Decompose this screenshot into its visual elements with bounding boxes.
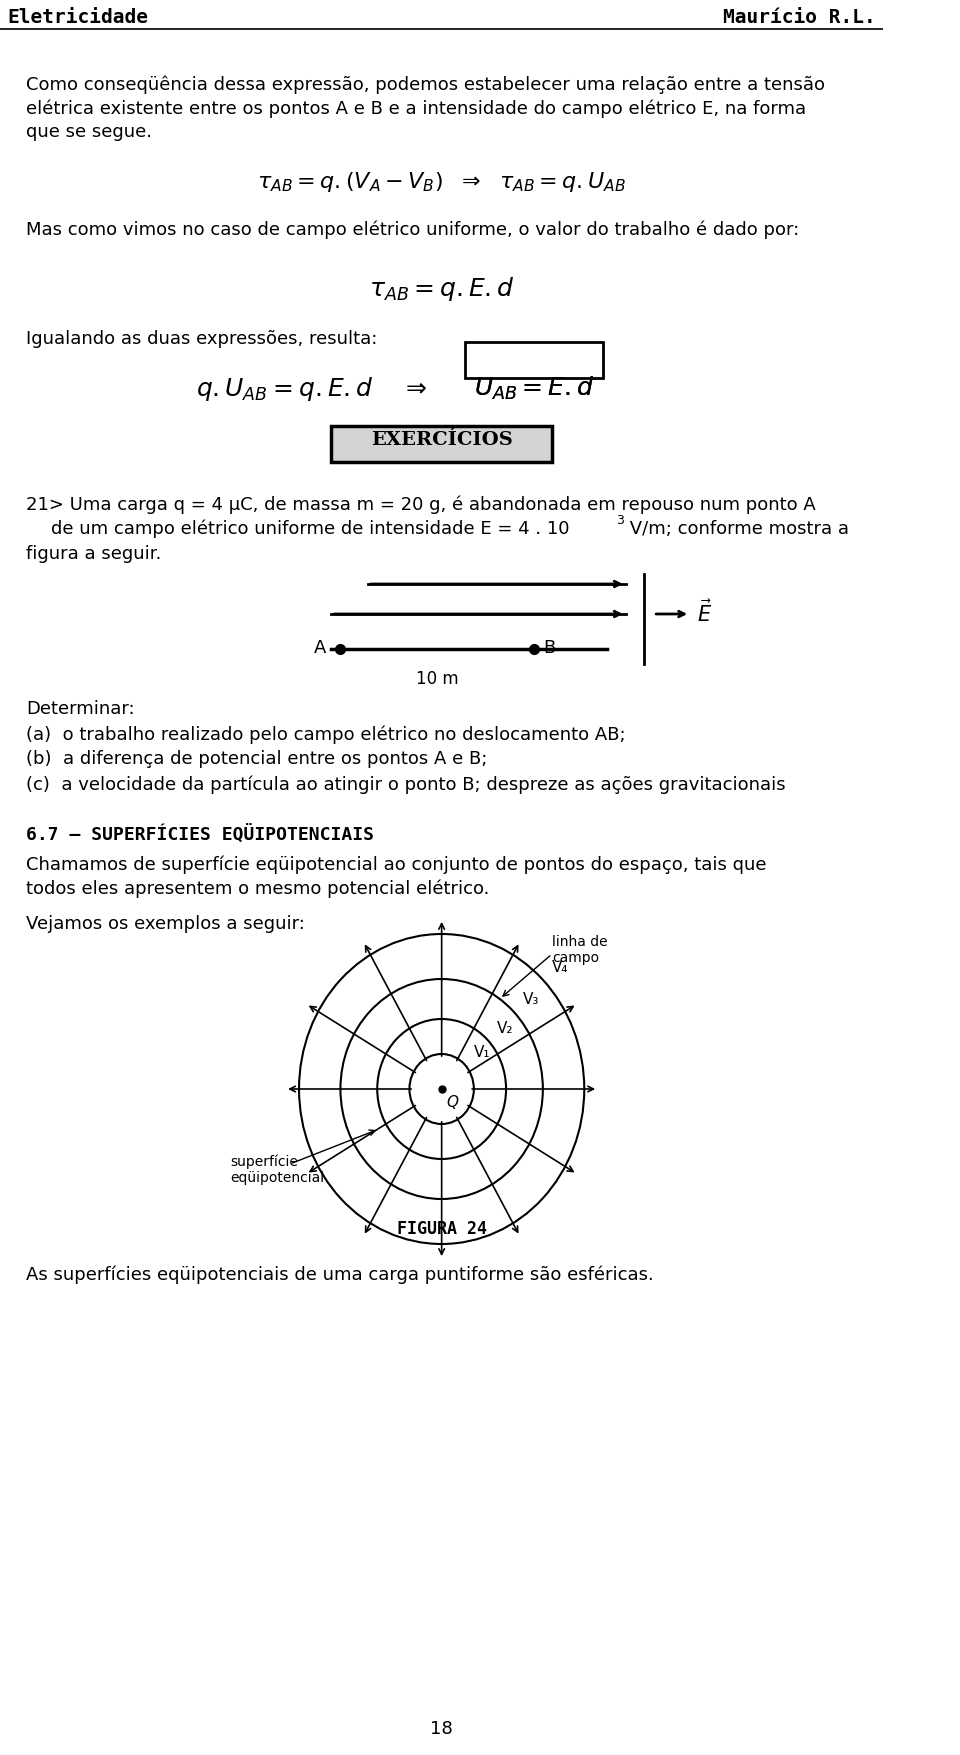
Text: Q: Q [446, 1095, 458, 1109]
Text: 18: 18 [430, 1718, 453, 1737]
Text: Como conseqüência dessa expressão, podemos estabelecer uma relação entre a tensã: Como conseqüência dessa expressão, podem… [26, 75, 825, 93]
Text: Chamamos de superfície eqüipotencial ao conjunto de pontos do espaço, tais que: Chamamos de superfície eqüipotencial ao … [26, 855, 766, 872]
Text: elétrica existente entre os pontos A e B e a intensidade do campo elétrico E, na: elétrica existente entre os pontos A e B… [26, 98, 805, 118]
Text: (b)  a diferença de potencial entre os pontos A e B;: (b) a diferença de potencial entre os po… [26, 749, 487, 767]
Text: de um campo elétrico uniforme de intensidade E = 4 . 10: de um campo elétrico uniforme de intensi… [51, 519, 569, 539]
Text: (a)  o trabalho realizado pelo campo elétrico no deslocamento AB;: (a) o trabalho realizado pelo campo elét… [26, 725, 625, 742]
Text: 6.7 – SUPERFÍCIES EQÜIPOTENCIAIS: 6.7 – SUPERFÍCIES EQÜIPOTENCIAIS [26, 825, 373, 844]
Text: todos eles apresentem o mesmo potencial elétrico.: todos eles apresentem o mesmo potencial … [26, 879, 490, 897]
Text: EXERCÍCIOS: EXERCÍCIOS [371, 430, 513, 449]
Text: $q.U_{AB} = q.E.d$: $q.U_{AB} = q.E.d$ [197, 376, 374, 402]
Text: Vejamos os exemplos a seguir:: Vejamos os exemplos a seguir: [26, 914, 304, 932]
Text: V₃: V₃ [522, 992, 539, 1007]
Text: $\tau_{AB} = q.(V_A - V_B)\ \ \Rightarrow\ \ \tau_{AB} = q.U_{AB}$: $\tau_{AB} = q.(V_A - V_B)\ \ \Rightarro… [257, 170, 626, 193]
Text: As superfícies eqüipotenciais de uma carga puntiforme são esféricas.: As superfícies eqüipotenciais de uma car… [26, 1264, 654, 1283]
Text: 3: 3 [616, 514, 624, 526]
Text: 10 m: 10 m [416, 670, 458, 688]
Text: V/m; conforme mostra a: V/m; conforme mostra a [624, 519, 849, 537]
Text: 21> Uma carga q = 4 μC, de massa m = 20 g, é abandonada em repouso num ponto A: 21> Uma carga q = 4 μC, de massa m = 20 … [26, 495, 815, 512]
Text: $\Rightarrow$: $\Rightarrow$ [400, 376, 427, 398]
Text: Eletricidade: Eletricidade [8, 9, 149, 26]
Text: figura a seguir.: figura a seguir. [26, 544, 161, 563]
Text: que se segue.: que se segue. [26, 123, 152, 140]
Text: Mas como vimos no caso de campo elétrico uniforme, o valor do trabalho é dado po: Mas como vimos no caso de campo elétrico… [26, 219, 799, 239]
Text: Igualando as duas expressões, resulta:: Igualando as duas expressões, resulta: [26, 330, 377, 347]
Text: A: A [314, 639, 326, 656]
Text: superfície
eqüipotencial: superfície eqüipotencial [230, 1155, 324, 1185]
Text: linha de
campo: linha de campo [552, 934, 608, 965]
Text: V₁: V₁ [473, 1044, 491, 1060]
Text: Determinar:: Determinar: [26, 700, 134, 718]
Bar [465, 342, 603, 379]
Text: V₄: V₄ [552, 960, 568, 974]
Text: V₂: V₂ [496, 1020, 513, 1035]
Bar [331, 426, 552, 463]
Text: $U_{AB} = E.d$: $U_{AB} = E.d$ [473, 376, 594, 402]
Text: B: B [542, 639, 555, 656]
Text: FIGURA 24: FIGURA 24 [396, 1220, 487, 1237]
Text: $\vec{E}$: $\vec{E}$ [697, 598, 712, 627]
Text: (c)  a velocidade da partícula ao atingir o ponto B; despreze as ações gravitaci: (c) a velocidade da partícula ao atingir… [26, 774, 785, 793]
Text: Maurício R.L.: Maurício R.L. [723, 9, 876, 26]
Text: $U_{AB} = E.d$: $U_{AB} = E.d$ [473, 376, 594, 402]
Text: $\tau_{AB} = q.E.d$: $\tau_{AB} = q.E.d$ [369, 276, 515, 304]
